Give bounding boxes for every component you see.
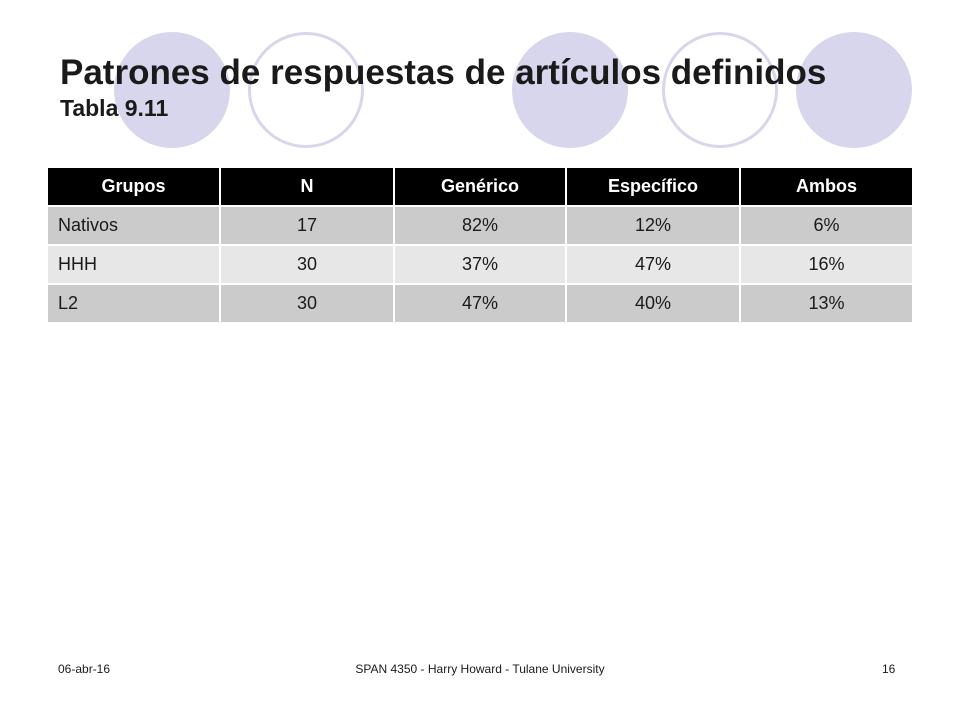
decor-circle-1 (114, 32, 230, 148)
column-header-n: N (219, 168, 394, 206)
footer-date: 06-abr-16 (58, 662, 111, 676)
decor-circle-3 (512, 32, 628, 148)
decor-circle-4 (662, 32, 778, 148)
decor-circle-2 (248, 32, 364, 148)
table-header-row: Grupos N Genérico Específico Ambos (48, 168, 912, 206)
page-number: 16 (882, 662, 896, 676)
table-row: L2 30 47% 40% 13% (48, 284, 912, 323)
title-block: Patrones de respuestas de artículos defi… (60, 52, 940, 122)
cell-n: 30 (219, 284, 394, 323)
decor-circle-5 (796, 32, 912, 148)
column-header-especifico: Específico (565, 168, 740, 206)
cell-group: HHH (48, 245, 220, 284)
column-header-grupos: Grupos (48, 168, 220, 206)
cell-group: Nativos (48, 206, 220, 245)
cell-especifico: 40% (565, 284, 740, 323)
cell-ambos: 16% (739, 245, 912, 284)
cell-especifico: 47% (565, 245, 740, 284)
table-row: HHH 30 37% 47% 16% (48, 245, 912, 284)
cell-n: 17 (219, 206, 394, 245)
cell-ambos: 13% (739, 284, 912, 323)
column-header-generico: Genérico (393, 168, 566, 206)
cell-ambos: 6% (739, 206, 912, 245)
cell-especifico: 12% (565, 206, 740, 245)
cell-generico: 82% (393, 206, 566, 245)
table-row: Nativos 17 82% 12% 6% (48, 206, 912, 245)
slide-title: Patrones de respuestas de artículos defi… (60, 53, 827, 92)
footer-center-text: SPAN 4350 - Harry Howard - Tulane Univer… (355, 662, 605, 676)
results-table: Grupos N Genérico Específico Ambos Nativ… (48, 168, 912, 324)
cell-group: L2 (48, 284, 220, 323)
cell-generico: 37% (393, 245, 566, 284)
column-header-ambos: Ambos (739, 168, 912, 206)
cell-generico: 47% (393, 284, 566, 323)
cell-n: 30 (219, 245, 394, 284)
slide-subtitle: Tabla 9.11 (60, 95, 169, 121)
